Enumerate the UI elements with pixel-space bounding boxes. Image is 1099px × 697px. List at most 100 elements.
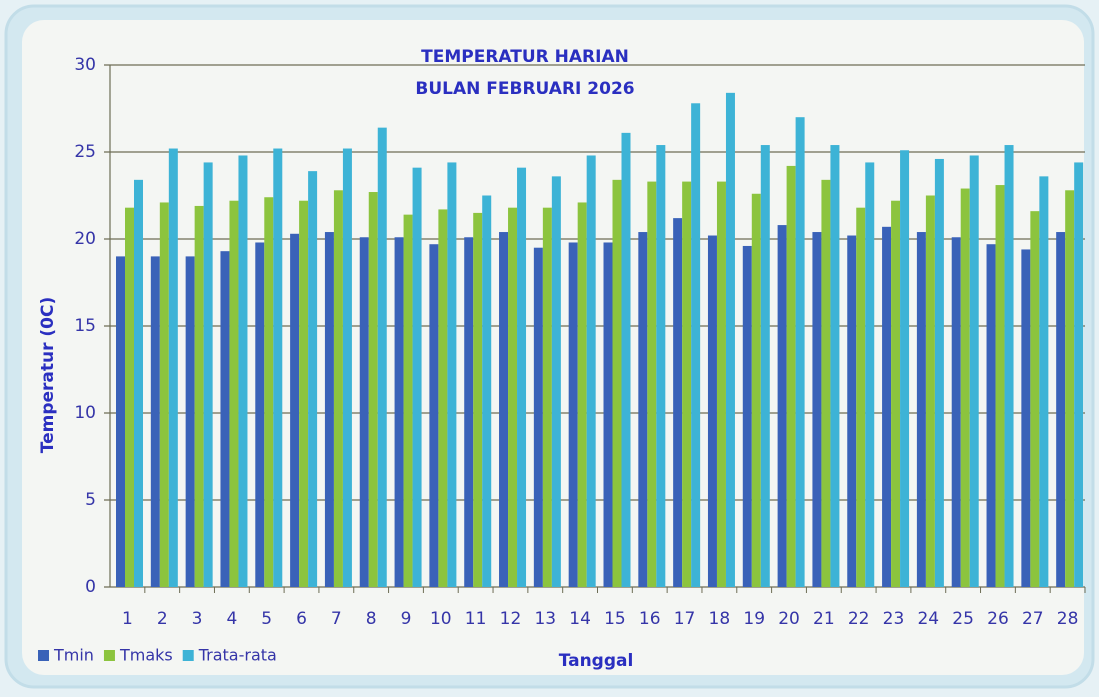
bar [865,162,875,587]
legend-swatch [182,650,194,661]
bar [900,150,910,587]
x-tick-label: 8 [366,609,377,629]
x-tick-label: 9 [401,609,412,629]
bar [308,171,318,587]
bar [682,181,692,587]
bar [220,251,230,587]
x-tick-label: 5 [261,609,272,629]
bar [508,207,518,587]
bar [324,232,334,588]
chart-title: TEMPERATUR HARIAN [421,47,629,67]
bar [925,195,935,587]
bar [995,185,1005,587]
bar [934,158,944,587]
y-axis-label: Temperatur (0C) [38,297,58,454]
bar [447,162,457,587]
x-tick-label: 14 [569,609,591,629]
bar [812,232,822,588]
bar [125,207,134,587]
y-tick-label: 15 [74,316,96,336]
bar [786,165,796,588]
y-tick-label: 25 [74,142,96,162]
bar [821,179,831,587]
bar [656,145,666,588]
y-tick-label: 0 [85,577,96,597]
bar [960,188,970,588]
bar [116,256,125,587]
chart-subtitle: BULAN FEBRUARI 2026 [415,79,634,99]
y-tick-label: 30 [74,55,96,75]
bar [429,244,439,587]
x-tick-label: 11 [465,609,487,629]
bar [986,244,996,587]
bar [1065,190,1075,587]
x-tick-label: 18 [709,609,731,629]
legend-label: Tmaks [119,646,173,665]
bar [255,242,265,588]
bar [473,212,483,587]
bar [299,200,309,587]
bar [612,179,622,587]
x-tick-label: 25 [952,609,974,629]
bar [673,218,683,587]
bar [1021,249,1031,587]
legend-swatch [103,650,115,661]
x-tick-label: 3 [192,609,203,629]
x-tick-label: 28 [1057,609,1079,629]
bar [638,232,648,588]
bar [830,145,840,588]
bar [742,245,752,587]
bar [969,155,979,588]
bar [359,237,369,587]
bar [1039,176,1049,588]
x-tick-label: 20 [778,609,800,629]
bar [716,181,726,587]
bar [368,192,378,587]
bar [847,235,857,587]
bar [168,148,178,587]
x-tick-label: 13 [534,609,556,629]
bar [621,132,631,588]
bar [647,181,657,587]
x-tick-label: 21 [813,609,835,629]
bar [150,256,160,587]
bar [438,209,448,588]
x-tick-label: 7 [331,609,342,629]
bar [499,232,509,588]
bar [1004,145,1014,588]
bar [551,176,561,588]
bar [951,237,961,587]
bar [134,179,143,587]
bar [856,207,866,587]
bar [464,237,474,587]
bar [238,155,248,588]
bar [333,190,343,587]
x-tick-label: 4 [226,609,237,629]
x-tick-label: 10 [430,609,452,629]
x-tick-label: 6 [296,609,307,629]
bar [394,237,404,587]
x-tick-label: 2 [157,609,168,629]
x-tick-label: 1 [122,609,133,629]
bar [533,247,543,587]
bar [751,193,761,587]
bar [891,200,901,587]
bar [916,232,926,588]
legend-label: Tmin [53,646,94,665]
x-tick-label: 23 [883,609,905,629]
y-tick-label: 5 [85,490,96,510]
bar [760,145,770,588]
bar [203,162,213,587]
x-tick-label: 15 [604,609,626,629]
bar [403,214,413,587]
bar [542,207,552,587]
x-tick-label: 17 [674,609,696,629]
x-axis-label: Tanggal [559,651,634,671]
bar [377,127,387,587]
bar [586,155,596,588]
bar [482,195,492,587]
bar [691,103,701,587]
bar [603,242,613,588]
